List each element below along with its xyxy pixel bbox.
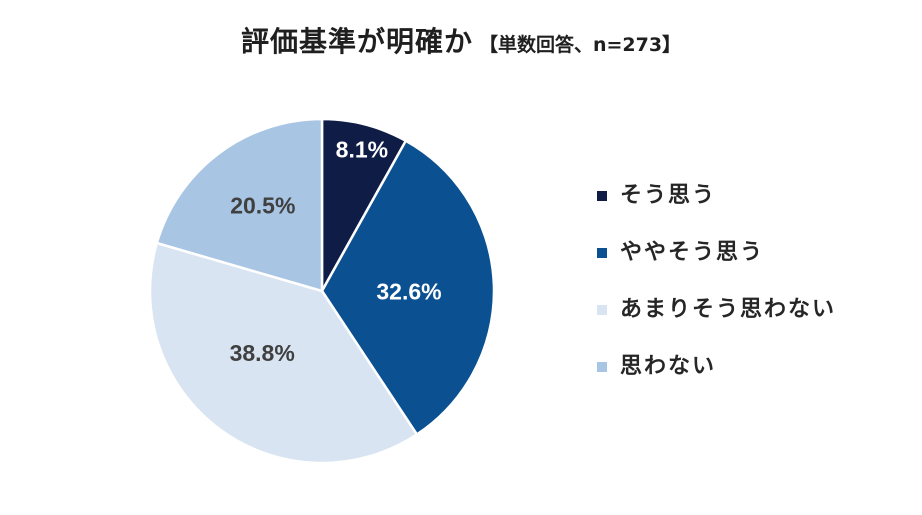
pie-slice-agree [320, 117, 408, 293]
legend-label-agree: そう思う [620, 183, 717, 208]
chart-title-row: 評価基準が明確か 【単数回答、n=273】 [0, 22, 922, 66]
legend-item-somewhat-disagree: あまりそう思わない [597, 295, 836, 325]
legend-item-disagree: 思わない [597, 352, 836, 382]
legend-item-somewhat-agree: ややそう思う [597, 238, 836, 268]
pie-slice-disagree [155, 117, 324, 293]
legend-marker-somewhat-disagree [597, 305, 607, 315]
legend-item-agree: そう思う [597, 181, 836, 211]
legend-label-disagree: 思わない [620, 354, 717, 379]
pie-slice-somewhat-agree [320, 139, 496, 436]
pie-slice-somewhat-disagree [148, 241, 419, 465]
legend-label-somewhat-disagree: あまりそう思わない [620, 297, 837, 322]
legend-marker-somewhat-agree [597, 248, 607, 258]
data-label-somewhat-disagree: 38.8% [230, 340, 295, 366]
data-label-somewhat-agree: 32.6% [376, 278, 441, 304]
legend-label-somewhat-agree: ややそう思う [620, 240, 765, 265]
chart-subtitle: 【単数回答、n=273】 [478, 34, 682, 56]
chart-legend: そう思う ややそう思う あまりそう思わない 思わない [597, 181, 836, 382]
pie-slices [148, 117, 496, 465]
data-label-agree: 8.1% [336, 137, 388, 163]
legend-marker-agree [597, 191, 607, 201]
legend-marker-disagree [597, 362, 607, 372]
chart-title: 評価基準が明確か [240, 25, 473, 58]
pie-data-labels: 8.1% 32.6% 38.8% 20.5% [230, 137, 442, 366]
data-label-disagree: 20.5% [230, 192, 295, 218]
